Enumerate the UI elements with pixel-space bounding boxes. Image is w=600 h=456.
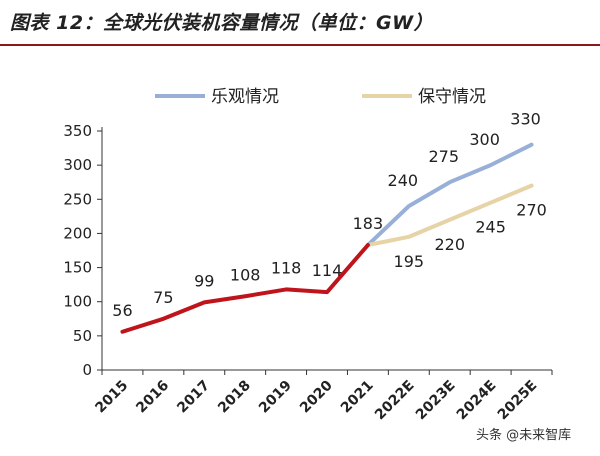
x-tick-label: 2019 xyxy=(256,378,295,417)
y-tick-label: 300 xyxy=(63,156,92,174)
y-tick-label: 50 xyxy=(73,327,92,345)
series-line-optimistic xyxy=(365,142,534,248)
data-labels: 56 75 99 108 118 114 183 240 275 300 330 195 220 245 2… xyxy=(112,110,547,320)
x-tick-label: 2016 xyxy=(133,378,172,417)
x-tick-label: 2024E xyxy=(454,378,500,424)
legend-label-conservative: 保守情况 xyxy=(418,87,486,107)
y-tick-label: 0 xyxy=(82,361,92,379)
data-label-historical: 75 xyxy=(153,288,173,307)
series-lines xyxy=(120,142,534,334)
data-label-historical: 183 xyxy=(353,214,384,233)
data-label-optimistic: 240 xyxy=(388,171,419,190)
x-tick-label: 2025E xyxy=(495,378,541,424)
x-tick-label: 2023E xyxy=(413,378,459,424)
series-line-conservative xyxy=(365,183,534,248)
y-tick-label: 250 xyxy=(63,190,92,208)
data-label-optimistic: 330 xyxy=(510,110,541,129)
x-tick-label: 2022E xyxy=(372,378,418,424)
series-line-historical xyxy=(120,243,370,334)
data-label-historical: 56 xyxy=(112,301,132,320)
y-tick-label: 200 xyxy=(63,224,92,242)
data-label-optimistic: 300 xyxy=(469,130,500,149)
y-tick-label: 100 xyxy=(63,293,92,311)
x-tick-label: 2015 xyxy=(92,378,131,417)
data-label-conservative: 245 xyxy=(475,218,506,237)
data-label-conservative: 195 xyxy=(394,252,425,271)
axes: 0 50 100 150 200 250 300 350 2015 2016 2017 2018 201… xyxy=(63,122,553,424)
data-label-conservative: 220 xyxy=(434,235,465,254)
x-tick-label: 2017 xyxy=(174,378,213,417)
legend-label-optimistic: 乐观情况 xyxy=(211,87,279,107)
data-label-historical: 118 xyxy=(271,258,302,277)
x-tick-label: 2021 xyxy=(338,378,377,417)
legend: 乐观情况 保守情况 xyxy=(155,87,486,107)
data-label-optimistic: 275 xyxy=(428,147,459,166)
x-tick-label: 2018 xyxy=(215,378,254,417)
y-tick-label: 350 xyxy=(63,122,92,140)
y-tick-label: 150 xyxy=(63,259,92,277)
data-label-historical: 108 xyxy=(230,265,261,284)
x-tick-label: 2020 xyxy=(297,377,336,416)
data-label-conservative: 270 xyxy=(516,201,547,220)
title-divider xyxy=(0,44,600,46)
data-label-historical: 99 xyxy=(194,271,214,290)
chart-title: 图表 12：全球光伏装机容量情况（单位：GW） xyxy=(10,12,434,34)
watermark: 头条 @未来智库 xyxy=(472,424,576,443)
data-label-historical: 114 xyxy=(312,261,343,280)
